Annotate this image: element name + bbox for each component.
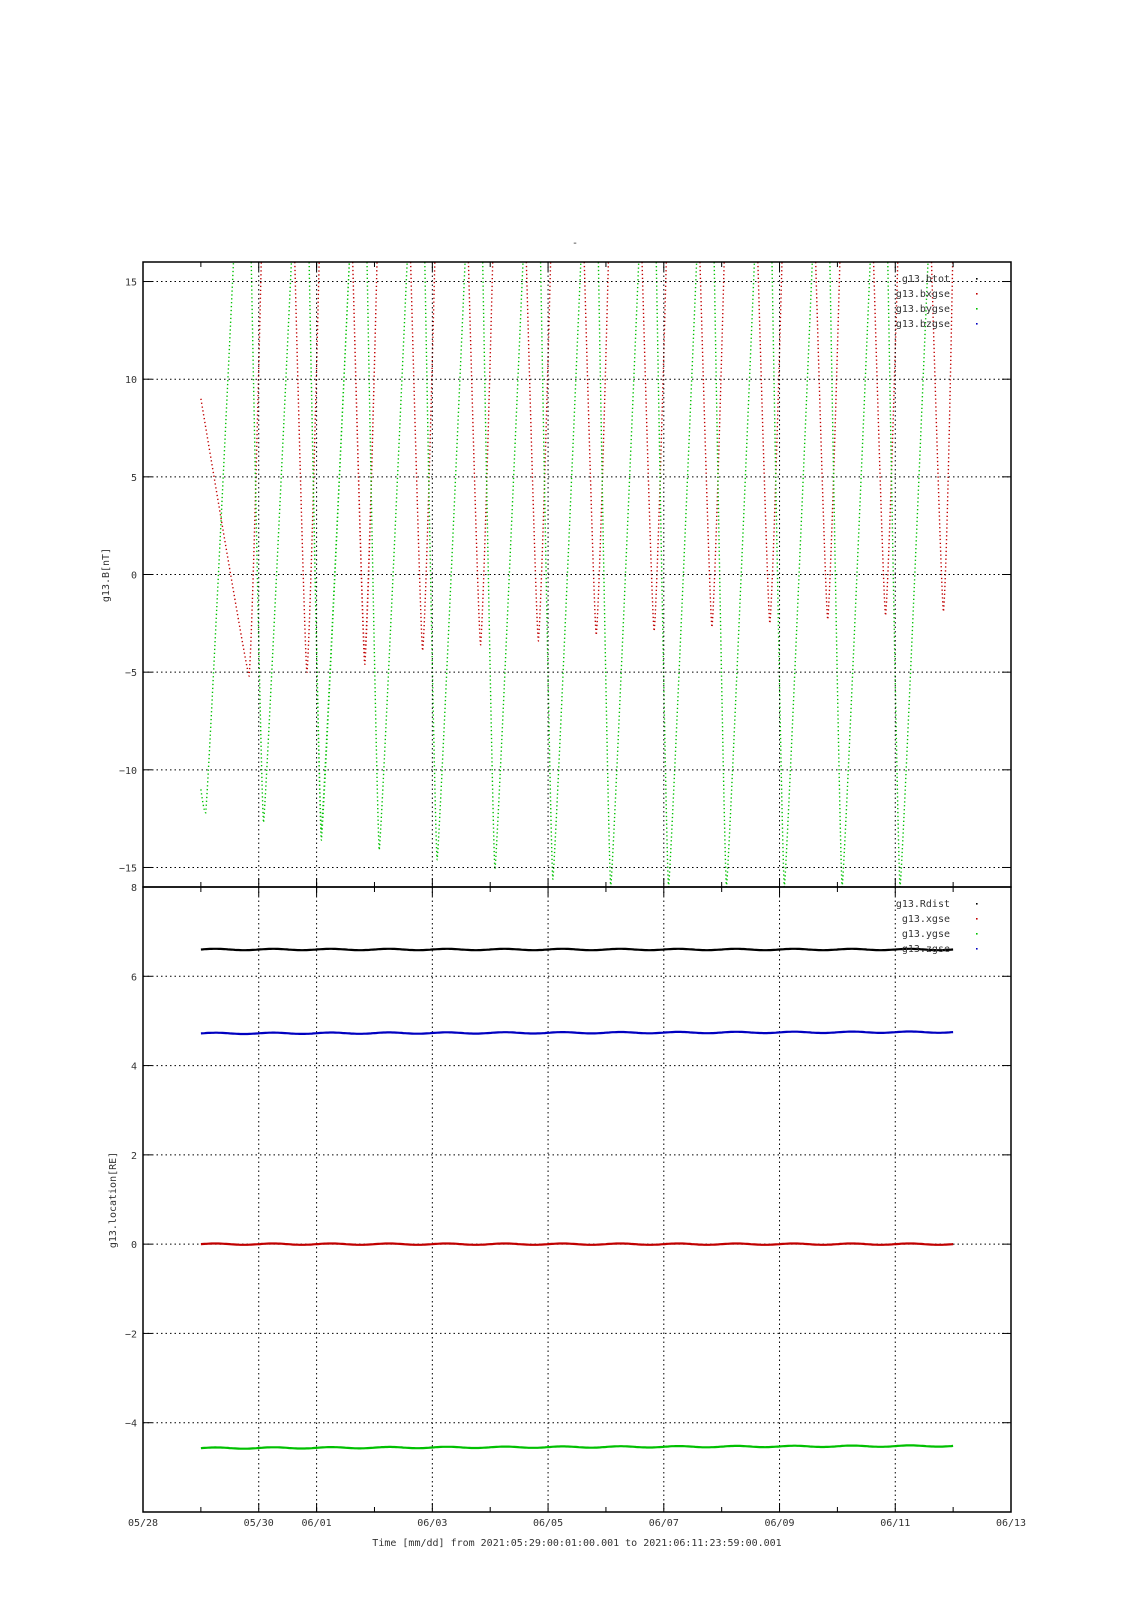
legend-label: g13.ygse <box>902 929 950 940</box>
y-tick-label: 15 <box>125 278 137 289</box>
y-tick-label: −15 <box>119 863 137 874</box>
legend-label: g13.Rdist <box>896 899 950 910</box>
legend-label: g13.btot <box>902 274 950 285</box>
legend-label: g13.bxgse <box>896 289 950 300</box>
y-tick-label: 0 <box>131 1240 137 1251</box>
location-plot-frame <box>142 886 1012 1513</box>
legend-label: g13.bzgse <box>896 319 950 330</box>
field-traces <box>200 262 954 887</box>
x-tick-label: 06/05 <box>533 1518 563 1529</box>
x-tick-label: 05/30 <box>244 1518 274 1529</box>
legend-marker <box>976 278 978 280</box>
legend-marker <box>976 323 978 325</box>
legend-label: g13.bygse <box>896 304 950 315</box>
y-tick-label: 10 <box>125 375 137 386</box>
field-ticks: −15 −10 −5 0 5 10 15 <box>119 262 1012 887</box>
y-tick-label: −10 <box>119 766 137 777</box>
x-tick-label: 06/07 <box>649 1518 679 1529</box>
location-panel: 05/28 05/30 06/01 06/03 06/05 06/07 06/09 06/11… <box>108 883 1026 1549</box>
legend-label: g13.xgse <box>902 914 950 925</box>
y-tick-label: −5 <box>125 668 137 679</box>
field-y-axis-label: g13.B[nT] <box>101 548 112 602</box>
series-g13-bygse <box>200 262 929 887</box>
y-tick-label: −2 <box>125 1329 137 1340</box>
legend-marker <box>976 293 978 295</box>
location-grid <box>143 887 1011 1512</box>
field-plot-frame <box>142 261 1012 888</box>
x-tick-label: 05/28 <box>128 1518 158 1529</box>
magnetic-field-panel: −15 −10 −5 0 5 10 15 g13.B[nT] g13.btot g13.bxg… <box>101 261 1012 888</box>
legend-marker <box>976 933 978 935</box>
x-axis-label: Time [mm/dd] from 2021:05:29:00:01:00.00… <box>372 1538 781 1549</box>
legend-label: g13.zgse <box>902 944 950 955</box>
legend-marker <box>976 948 978 950</box>
series-g13-xgse <box>200 1242 954 1246</box>
location-series <box>200 947 954 1450</box>
field-series <box>200 262 954 887</box>
y-tick-label: 8 <box>131 883 137 894</box>
x-tick-label: 06/13 <box>996 1518 1026 1529</box>
y-tick-label: −4 <box>125 1419 137 1430</box>
location-ticks: 05/28 05/30 06/01 06/03 06/05 06/07 06/09 06/11… <box>125 883 1026 1529</box>
y-tick-label: 0 <box>131 571 137 582</box>
series-g13-Rdist <box>200 947 954 952</box>
x-tick-label: 06/11 <box>880 1518 910 1529</box>
series-g13-bxgse <box>200 262 954 677</box>
x-tick-label: 06/09 <box>764 1518 794 1529</box>
field-grid <box>143 262 1011 887</box>
x-tick-label: 06/01 <box>302 1518 332 1529</box>
series-g13-zgse <box>200 1030 954 1036</box>
legend-marker <box>976 308 978 310</box>
legend-marker <box>976 918 978 920</box>
legend-marker <box>976 903 978 905</box>
y-tick-label: 2 <box>131 1151 137 1162</box>
series-g13-ygse <box>200 1444 954 1450</box>
y-tick-label: 4 <box>131 1062 137 1073</box>
y-tick-label: 6 <box>131 972 137 983</box>
location-legend: g13.Rdist g13.xgse g13.ygse g13.zgse <box>896 899 978 955</box>
x-tick-label: 06/03 <box>417 1518 447 1529</box>
location-y-axis-label: g13.location[RE] <box>108 1152 119 1248</box>
field-legend: g13.btot g13.bxgse g13.bygse g13.bzgse <box>896 274 978 330</box>
page-title: - <box>572 238 578 249</box>
y-tick-label: 5 <box>131 473 137 484</box>
